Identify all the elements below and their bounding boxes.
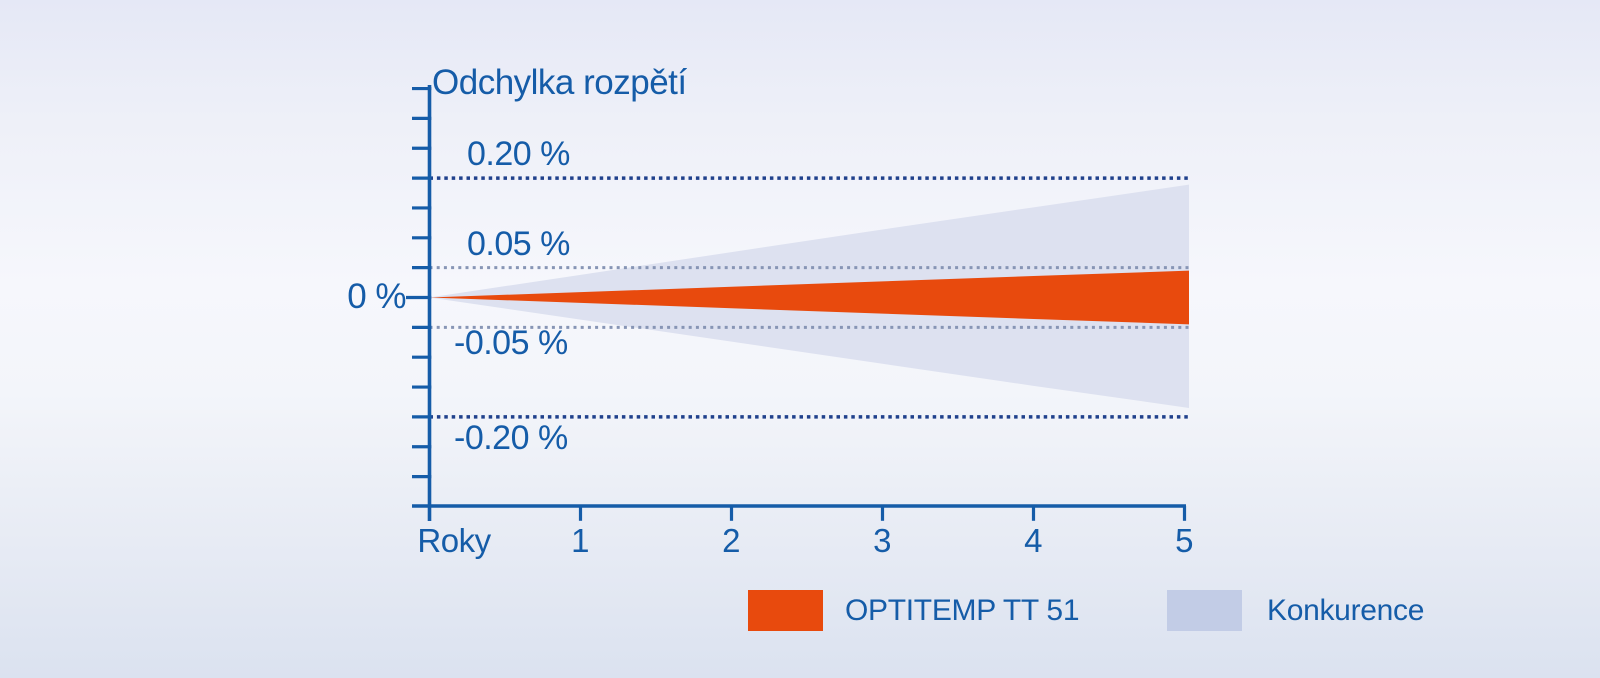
legend-swatch-optitemp-tt-51 bbox=[748, 590, 823, 631]
x-tick-label-4: 4 bbox=[1024, 522, 1042, 559]
x-tick-label-2: 2 bbox=[722, 522, 740, 559]
x-axis-label: Roky bbox=[417, 522, 491, 559]
y-label-plus-020: 0.20 % bbox=[467, 135, 570, 173]
x-tick-label-3: 3 bbox=[873, 522, 891, 559]
series-area-optitemp-tt-51 bbox=[429, 270, 1189, 325]
legend-label-optitemp-tt-51: OPTITEMP TT 51 bbox=[845, 594, 1080, 627]
chart-title: Odchylka rozpětí bbox=[432, 63, 687, 102]
y-label-minus-005: -0.05 % bbox=[454, 324, 568, 362]
x-tick-label-1: 1 bbox=[571, 522, 589, 559]
legend-label-konkurence: Konkurence bbox=[1267, 594, 1425, 627]
y-label-minus-020: -0.20 % bbox=[454, 419, 568, 457]
x-tick-label-5: 5 bbox=[1175, 522, 1193, 559]
legend-swatch-konkurence bbox=[1167, 590, 1242, 631]
y-label-plus-005: 0.05 % bbox=[467, 225, 570, 263]
y-label-zero: 0 % bbox=[347, 277, 406, 316]
